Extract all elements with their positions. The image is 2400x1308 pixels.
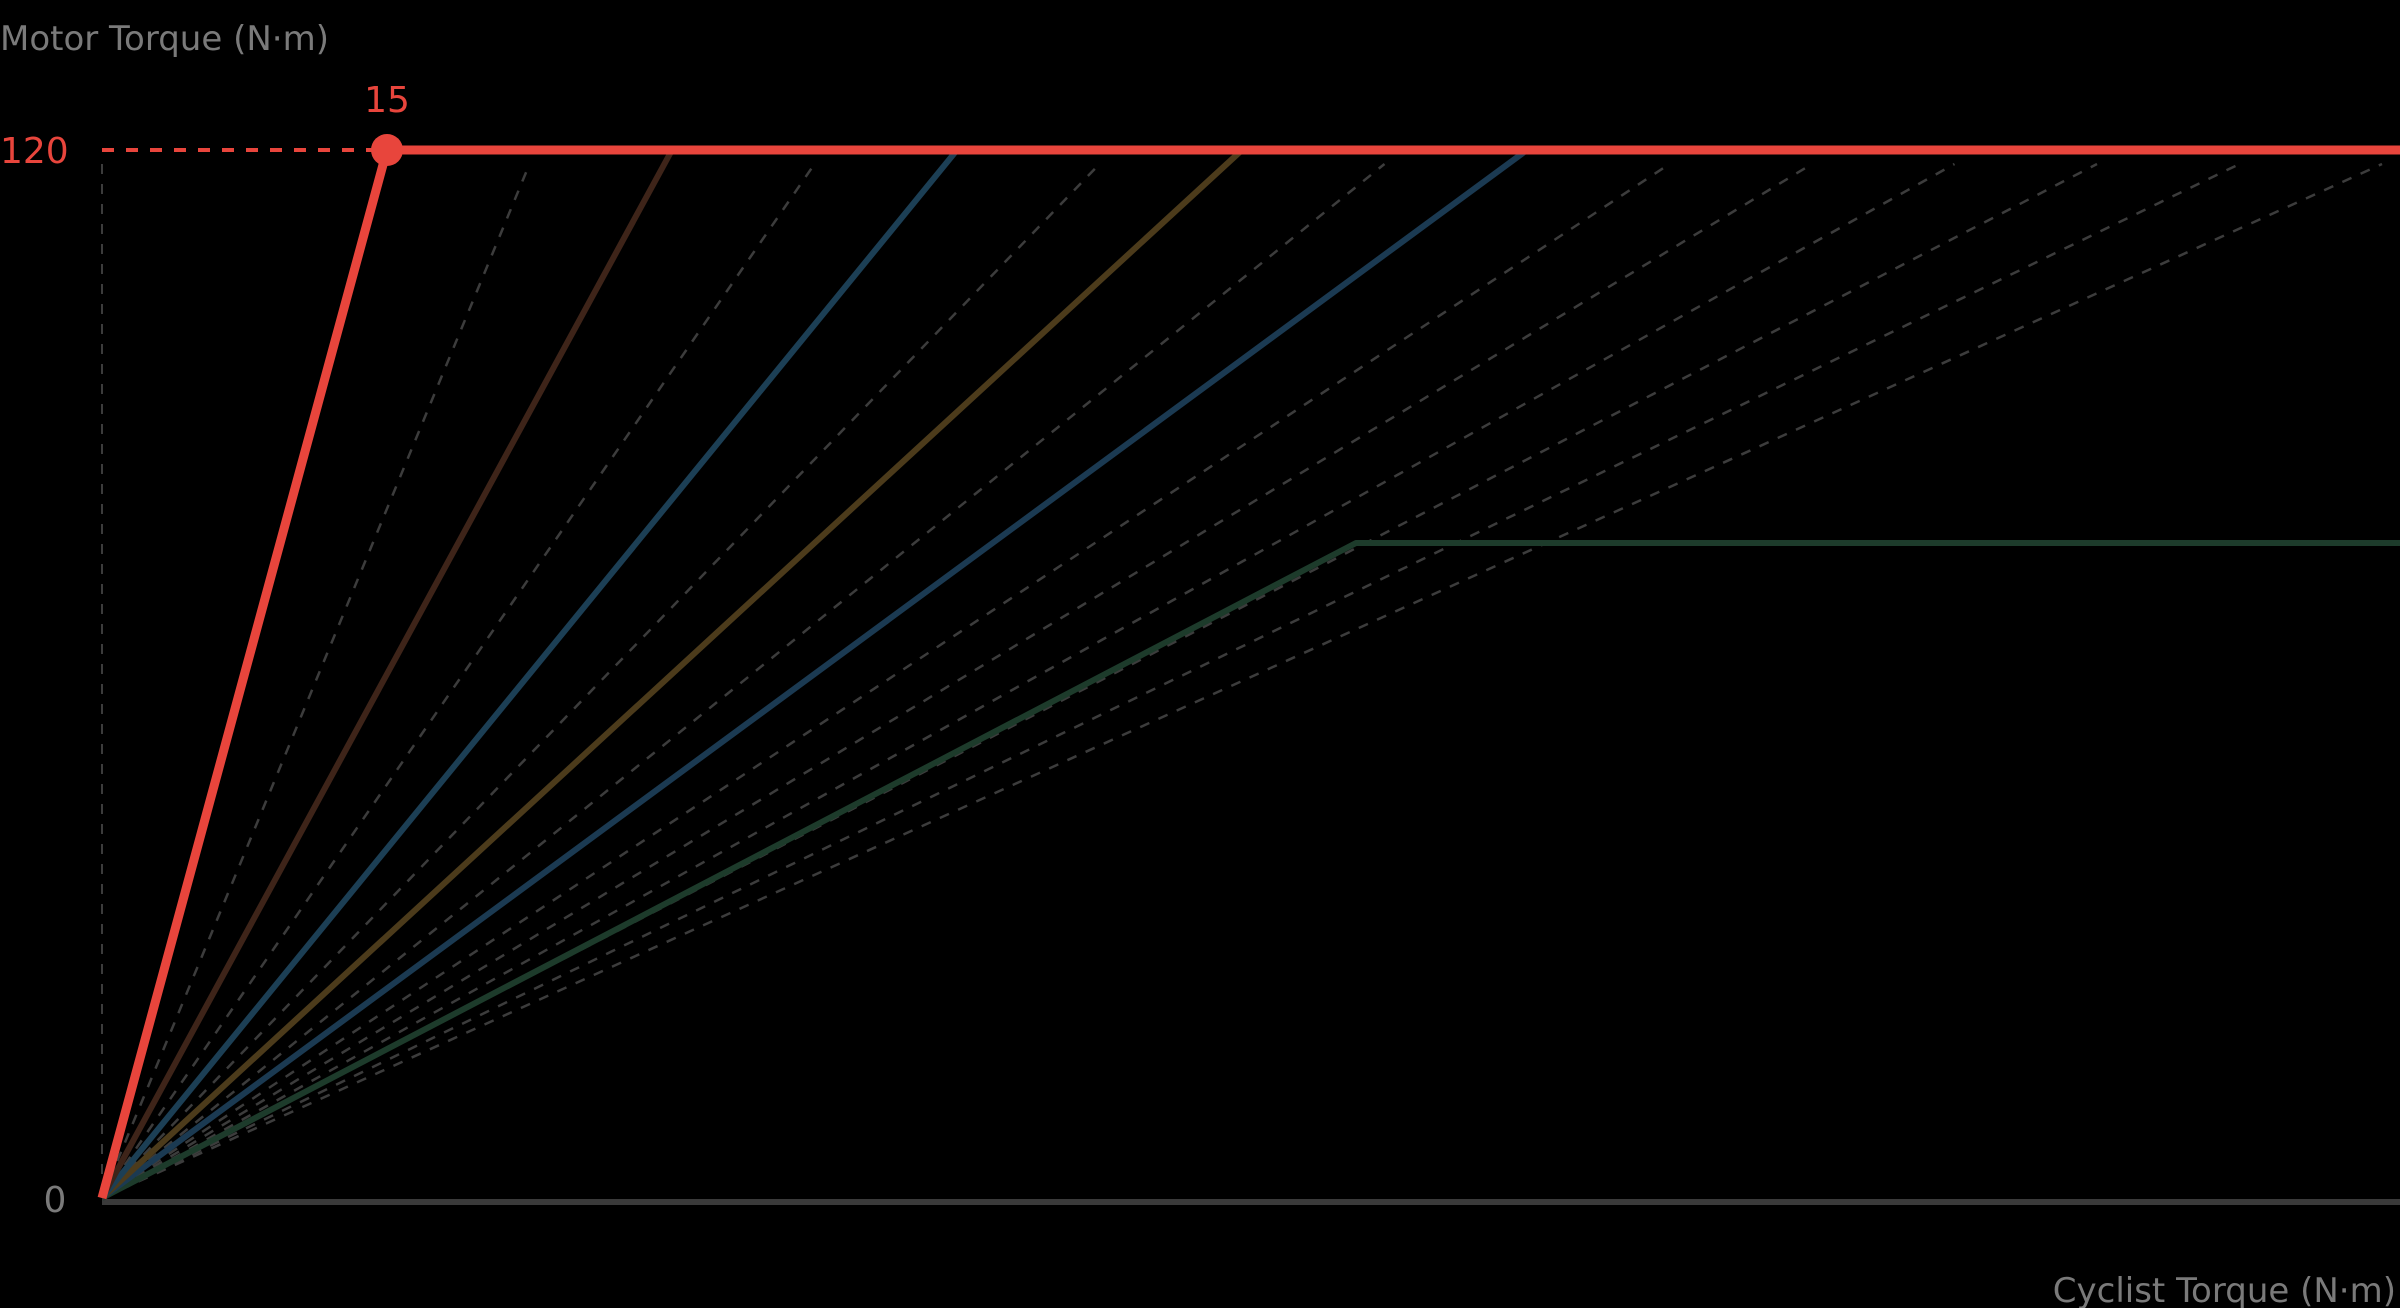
- series-line-0: [97, 145, 2400, 1200]
- x-axis-title: Cyclist Torque (N·m): [2053, 1271, 2396, 1308]
- y-tick-label-0: 0: [44, 1180, 67, 1221]
- reference-line-7: [101, 162, 2098, 1200]
- reference-line-6: [101, 162, 1956, 1200]
- reference-line-5: [101, 162, 1813, 1200]
- reference-line-1: [100, 163, 816, 1199]
- y-axis-title: Motor Torque (N·m): [0, 19, 329, 59]
- series-line-4: [100, 147, 2400, 1201]
- reference-line-8: [101, 162, 2241, 1200]
- y-tick-label-120: 120: [0, 131, 69, 172]
- reference-line-9: [101, 162, 2383, 1200]
- highlight-point[interactable]: [371, 134, 403, 166]
- series-line-2: [99, 147, 2400, 1200]
- reference-line-4: [101, 162, 1671, 1200]
- series-lines: [97, 145, 2400, 1201]
- series-line-5: [100, 540, 2400, 1201]
- series-line-3: [99, 147, 2400, 1201]
- reference-line-0: [100, 163, 531, 1199]
- highlight-x-label: 15: [364, 80, 410, 121]
- reference-line-3: [101, 163, 1386, 1199]
- reference-line-2: [101, 163, 1101, 1199]
- series-line-1: [99, 147, 2400, 1200]
- reference-lines: [100, 162, 2383, 1200]
